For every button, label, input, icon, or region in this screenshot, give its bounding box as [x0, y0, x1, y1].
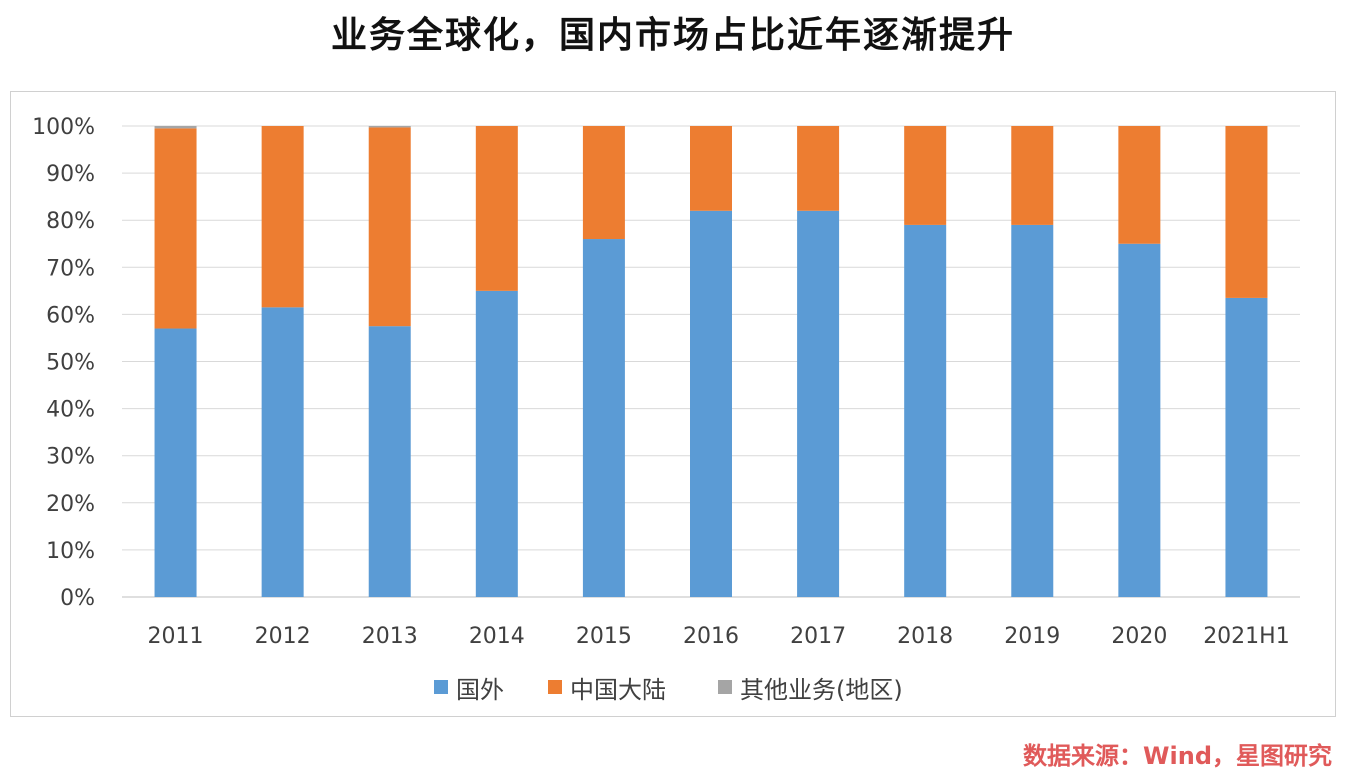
legend-label: 中国大陆 [570, 676, 666, 704]
legend-swatch [718, 680, 732, 694]
chart-frame [10, 91, 1336, 717]
legend-label: 国外 [456, 676, 504, 704]
y-tick-label: 0% [60, 586, 95, 611]
bar-segment [261, 307, 304, 597]
bar-segment [261, 126, 304, 308]
legend-swatch [434, 680, 448, 694]
x-tick-label: 2013 [362, 624, 418, 649]
bar-segment [1118, 243, 1161, 597]
x-tick-label: 2016 [683, 624, 739, 649]
y-tick-label: 20% [46, 492, 95, 517]
x-tick-label: 2011 [148, 624, 204, 649]
bar-segment [1011, 126, 1054, 225]
y-tick-label: 90% [46, 162, 95, 187]
x-tick-label: 2014 [469, 624, 525, 649]
y-tick-label: 30% [46, 445, 95, 470]
x-tick-label: 2012 [255, 624, 311, 649]
y-tick-label: 50% [46, 351, 95, 376]
bar-segment [368, 326, 411, 597]
bar-segment [154, 128, 197, 329]
y-tick-label: 40% [46, 398, 95, 423]
legend-label: 其他业务(地区) [740, 676, 903, 704]
bar-segment [368, 126, 411, 128]
bar-segment [582, 126, 625, 240]
x-tick-label: 2017 [790, 624, 846, 649]
bar-segment [904, 126, 947, 225]
bar-segment [690, 126, 732, 211]
bar-segment [475, 290, 518, 597]
bar-segment [1225, 126, 1268, 298]
bar-segment [368, 127, 411, 327]
bar-segment [1118, 126, 1161, 244]
x-tick-label: 2015 [576, 624, 632, 649]
bar-segment [154, 328, 197, 597]
bar-segment [1225, 297, 1268, 597]
bar-segment [582, 239, 625, 598]
chart-title: 业务全球化，国内市场占比近年逐渐提升 [330, 15, 1015, 56]
y-tick-label: 80% [46, 209, 95, 234]
bar-segment [1011, 224, 1054, 597]
y-tick-label: 60% [46, 303, 95, 328]
bar-segment [797, 126, 840, 211]
x-tick-label: 2021H1 [1203, 624, 1290, 649]
legend-swatch [548, 680, 562, 694]
bar-segment [797, 210, 840, 597]
bar-segment [154, 126, 197, 129]
x-tick-label: 2020 [1111, 624, 1167, 649]
x-tick-label: 2019 [1004, 624, 1060, 649]
x-tick-label: 2018 [897, 624, 953, 649]
data-source-note: 数据来源：Wind，星图研究 [1023, 742, 1332, 770]
bar-segment [904, 224, 947, 597]
y-tick-label: 10% [46, 539, 95, 564]
bar-segment [475, 126, 518, 291]
y-tick-label: 100% [32, 115, 95, 140]
y-tick-label: 70% [46, 256, 95, 281]
bar-segment [690, 210, 732, 597]
